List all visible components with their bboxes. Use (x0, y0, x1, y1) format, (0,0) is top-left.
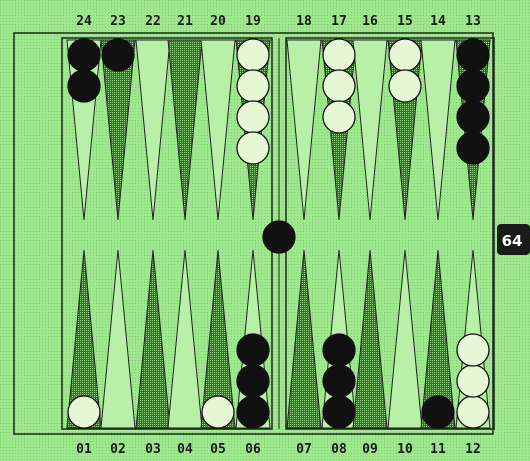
point-label-12: 12 (465, 442, 481, 457)
point-2[interactable] (100, 249, 136, 429)
white-checker-point-19[interactable] (236, 69, 270, 103)
doubling-cube[interactable]: 64 (497, 224, 530, 255)
point-4[interactable] (167, 249, 203, 429)
point-label-23: 23 (110, 14, 126, 29)
white-checker-point-17[interactable] (322, 100, 356, 134)
point-label-03: 03 (145, 442, 161, 457)
point-label-13: 13 (465, 14, 481, 29)
white-checker-point-19[interactable] (236, 100, 270, 134)
white-checker-point-1[interactable] (67, 395, 101, 429)
black-checker-point-13[interactable] (456, 131, 490, 165)
white-checker-point-17[interactable] (322, 69, 356, 103)
point-3[interactable] (135, 249, 171, 429)
point-label-09: 09 (362, 442, 378, 457)
point-label-10: 10 (397, 442, 413, 457)
white-checker-point-17[interactable] (322, 38, 356, 72)
black-checker-point-23[interactable] (101, 38, 135, 72)
point-20[interactable] (200, 39, 236, 221)
point-label-08: 08 (331, 442, 347, 457)
point-7[interactable] (286, 249, 322, 429)
point-label-17: 17 (331, 14, 347, 29)
white-checker-point-12[interactable] (456, 333, 490, 367)
black-checker-point-24[interactable] (67, 38, 101, 72)
white-checker-point-19[interactable] (236, 38, 270, 72)
point-label-16: 16 (362, 14, 378, 29)
white-checker-point-12[interactable] (456, 395, 490, 429)
point-label-22: 22 (145, 14, 161, 29)
point-18[interactable] (286, 39, 322, 221)
point-label-04: 04 (177, 442, 193, 457)
white-checker-point-15[interactable] (388, 69, 422, 103)
point-label-06: 06 (245, 442, 261, 457)
black-checker-point-8[interactable] (322, 395, 356, 429)
point-label-24: 24 (76, 14, 92, 29)
black-checker-point-6[interactable] (236, 395, 270, 429)
point-label-14: 14 (430, 14, 446, 29)
black-checker-point-13[interactable] (456, 38, 490, 72)
white-checker-point-19[interactable] (236, 131, 270, 165)
white-checker-point-15[interactable] (388, 38, 422, 72)
doubling-cube-value: 64 (502, 232, 523, 250)
point-label-01: 01 (76, 442, 92, 457)
white-checker-point-12[interactable] (456, 364, 490, 398)
black-checker-point-8[interactable] (322, 333, 356, 367)
point-label-18: 18 (296, 14, 312, 29)
point-label-02: 02 (110, 442, 126, 457)
point-label-15: 15 (397, 14, 413, 29)
black-checker-point-11[interactable] (421, 395, 455, 429)
black-checker-point-8[interactable] (322, 364, 356, 398)
point-label-21: 21 (177, 14, 193, 29)
point-21[interactable] (167, 39, 203, 221)
black-checker-point-13[interactable] (456, 69, 490, 103)
black-checker-bar[interactable] (262, 220, 296, 254)
point-label-05: 05 (210, 442, 226, 457)
point-16[interactable] (352, 39, 388, 221)
white-checker-point-5[interactable] (201, 395, 235, 429)
board-outer-border (13, 32, 494, 435)
black-checker-point-6[interactable] (236, 333, 270, 367)
black-checker-point-13[interactable] (456, 100, 490, 134)
point-label-19: 19 (245, 14, 261, 29)
black-checker-point-24[interactable] (67, 69, 101, 103)
point-label-11: 11 (430, 442, 446, 457)
point-label-20: 20 (210, 14, 226, 29)
point-22[interactable] (135, 39, 171, 221)
point-9[interactable] (352, 249, 388, 429)
black-checker-point-6[interactable] (236, 364, 270, 398)
point-10[interactable] (387, 249, 423, 429)
point-14[interactable] (420, 39, 456, 221)
point-label-07: 07 (296, 442, 312, 457)
